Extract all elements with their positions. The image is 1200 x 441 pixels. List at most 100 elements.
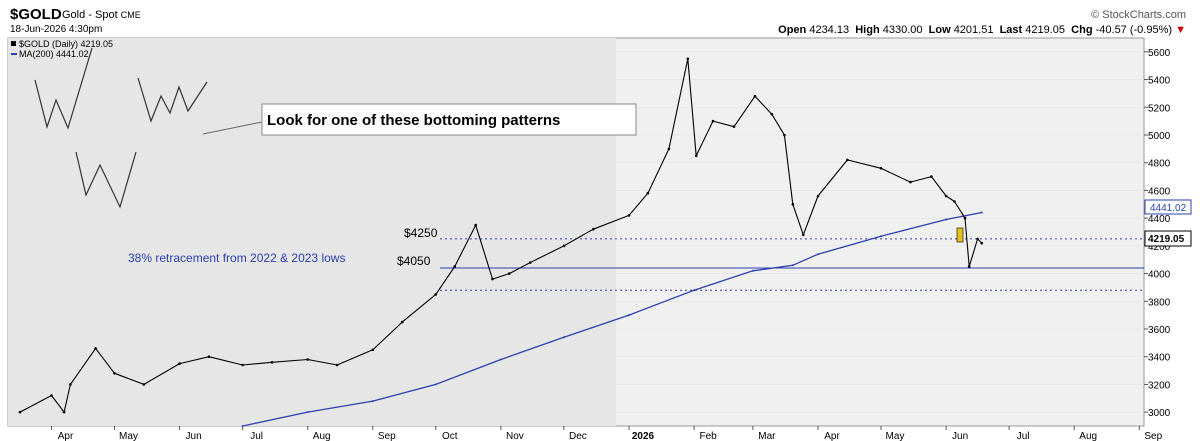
instrument-name: Gold - Spot CME <box>62 9 141 21</box>
last-label: Last <box>999 24 1023 36</box>
callout-box: Look for one of these bottoming patterns <box>202 103 637 136</box>
price-point <box>50 394 53 397</box>
price-point <box>976 237 979 241</box>
x-tick-label: Sep <box>1144 431 1162 441</box>
instrument-name-text: Gold - Spot <box>62 9 118 21</box>
gold-price-series-line <box>19 58 983 413</box>
price-point <box>69 383 72 386</box>
ohlc-readout: Open 4234.13 High 4330.00 Low 4201.51 La… <box>778 24 1186 36</box>
high-label: High <box>855 24 880 36</box>
price-point <box>241 363 244 367</box>
callout-text: Look for one of these bottoming patterns <box>267 112 560 129</box>
last-value: 4219.05 <box>1025 24 1066 36</box>
y-tick-label: 5400 <box>1148 76 1171 87</box>
price-point <box>142 383 146 386</box>
ma-point <box>945 218 948 221</box>
y-tick-label: 3000 <box>1148 408 1171 419</box>
open-value: 4234.13 <box>809 24 850 36</box>
chg-label: Chg <box>1071 24 1093 36</box>
y-tick-label: 4400 <box>1148 214 1171 225</box>
x-tick-label: Dec <box>569 431 587 441</box>
x-tick-label: Aug <box>313 431 331 441</box>
price-point <box>491 277 494 281</box>
ma-point <box>980 211 983 214</box>
y-tick-label: 5200 <box>1148 103 1171 114</box>
x-tick-label: Jul <box>1017 431 1030 441</box>
y-tick-label: 4200 <box>1148 242 1171 253</box>
ma-point <box>499 358 502 361</box>
callout-pointer <box>202 121 263 135</box>
price-point <box>846 158 849 162</box>
price-point <box>562 244 566 248</box>
last-badge-text: 4219.05 <box>1148 234 1185 245</box>
x-tick-label: Apr <box>58 431 74 441</box>
ma-point <box>817 253 819 256</box>
ma-point <box>791 264 794 267</box>
callout-frame <box>261 103 637 136</box>
last-bar-highlight <box>956 227 964 243</box>
ma-legend-label: MA(200) 4441.02 <box>19 49 89 59</box>
y-tick-label: 5000 <box>1148 131 1171 142</box>
y-tick-label: 4800 <box>1148 159 1171 170</box>
ma-point <box>880 235 882 238</box>
price-point <box>791 203 795 206</box>
price-point <box>207 355 211 359</box>
price-legend-swatch <box>11 41 16 46</box>
ma-badge-frame <box>1144 199 1192 215</box>
chg-value: -40.57 (-0.95%) <box>1095 24 1173 36</box>
price-point <box>694 154 698 158</box>
price-point <box>627 214 631 217</box>
x-tick-label: Apr <box>824 431 840 441</box>
price-point <box>113 372 116 375</box>
price-point <box>732 125 736 128</box>
ma-point <box>562 336 565 339</box>
last-value-badge: 4219.05 <box>1144 230 1192 247</box>
price-point <box>62 410 66 414</box>
y-tick-label: 4000 <box>1148 270 1171 281</box>
price-point <box>770 112 774 116</box>
price-point <box>930 175 933 178</box>
price-point <box>783 133 786 137</box>
price-point <box>508 272 511 275</box>
open-label: Open <box>778 24 807 36</box>
double-bottom-sketch <box>34 47 93 130</box>
price-point <box>980 241 984 245</box>
price-point <box>953 200 956 203</box>
ma-value-badge: 4441.02 <box>1144 199 1192 215</box>
multi-bottom-sketch <box>137 77 208 123</box>
price-point <box>963 216 967 220</box>
low-label: Low <box>928 24 951 36</box>
price-point <box>335 363 339 367</box>
ma-point <box>751 269 754 272</box>
symbol-title: $GOLD <box>10 6 62 23</box>
price-point <box>909 180 912 184</box>
x-tick-label: Mar <box>758 431 776 441</box>
level-4050-label: $4050 <box>397 254 431 268</box>
price-point <box>667 147 671 151</box>
y-tick-label: 4600 <box>1148 186 1171 197</box>
price-point <box>592 227 595 231</box>
price-point <box>306 358 310 361</box>
x-tick-label: Nov <box>506 431 524 441</box>
w-bottom-sketch <box>75 151 137 209</box>
bottoming-pattern-sketches <box>34 47 208 209</box>
ma-point <box>628 314 630 317</box>
price-point <box>646 191 650 195</box>
ma-point <box>371 400 374 403</box>
ma-point <box>434 383 437 386</box>
price-point <box>371 348 375 352</box>
exchange-label: CME <box>120 10 141 20</box>
price-point <box>879 167 883 170</box>
x-tick-label: Jul <box>250 431 263 441</box>
price-point <box>816 194 820 198</box>
x-tick-label: Sep <box>378 431 396 441</box>
y-tick-label: 3400 <box>1148 353 1171 364</box>
ma-point <box>693 289 696 292</box>
chart-legend: $GOLD (Daily) 4219.05 MA(200) 4441.02 <box>11 39 113 59</box>
price-point <box>434 293 438 296</box>
price-point <box>711 119 715 123</box>
ma-point <box>306 411 309 414</box>
history-shading <box>8 38 616 426</box>
low-value: 4201.51 <box>953 24 994 36</box>
price-point <box>400 320 404 324</box>
